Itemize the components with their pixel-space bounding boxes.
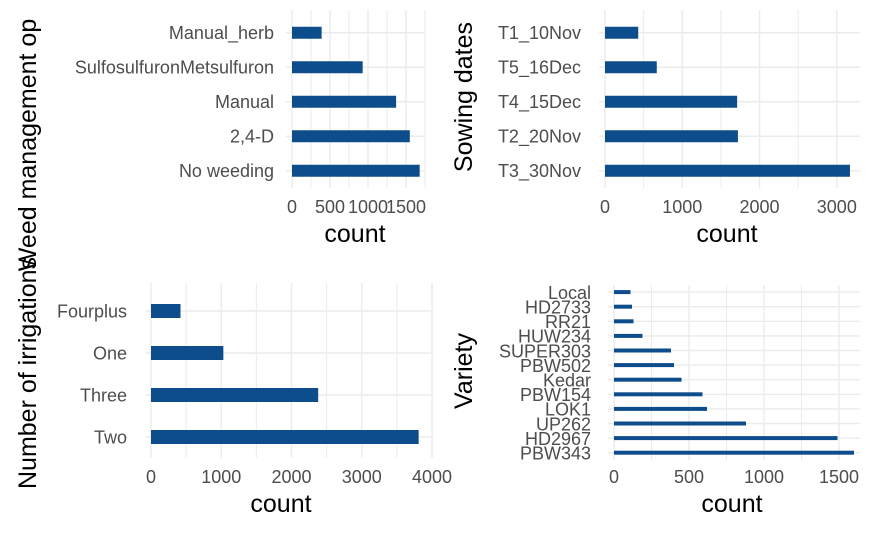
bar [614, 290, 631, 295]
bar [292, 95, 397, 108]
bar [614, 450, 854, 455]
bar [605, 61, 657, 74]
panel-2: T3_30Nov T2_20Nov T4_15Dec T5_16Dec T1_10Nov… [450, 10, 860, 248]
bar [614, 348, 671, 353]
y-tick-label: Manual [215, 92, 274, 112]
y-tick-label: RR21 [545, 312, 591, 332]
y-tick-label: SulfosulfuronMetsulfuron [75, 58, 274, 78]
x-tick-label: 500 [674, 467, 704, 487]
y-tick-label: Fourplus [57, 301, 127, 321]
x-tick-label: 0 [287, 197, 297, 217]
x-tick-labels: 0 500 1000 1500 [609, 467, 859, 487]
bar [614, 319, 634, 324]
bar [151, 304, 181, 318]
y-tick-labels: PBW343HD2967UP262LOK1PBW154KedarPBW502SU… [499, 283, 591, 464]
bar [151, 388, 319, 402]
x-tick-label: 3000 [342, 467, 382, 487]
y-tick-label: T5_16Dec [498, 58, 581, 79]
bars [292, 26, 420, 177]
x-tick-label: 1000 [348, 197, 388, 217]
x-tick-label: 3000 [817, 197, 857, 217]
x-tick-label: 2000 [271, 467, 311, 487]
bar [614, 392, 703, 397]
y-tick-label: Kedar [543, 371, 591, 391]
y-tick-label: PBW343 [520, 444, 591, 464]
x-tick-label: 1000 [201, 467, 241, 487]
y-tick-label: PBW502 [520, 356, 591, 376]
y-axis-title: Variety [450, 333, 478, 409]
y-tick-label: T2_20Nov [498, 127, 581, 148]
bar [292, 26, 322, 39]
panel-4: PBW343HD2967UP262LOK1PBW154KedarPBW502SU… [450, 283, 860, 518]
bar [614, 333, 643, 338]
y-tick-label: Two [94, 427, 127, 447]
bar [614, 377, 682, 382]
y-tick-label: Three [80, 385, 127, 405]
x-axis-title: count [696, 220, 757, 248]
bar [151, 346, 224, 360]
bar [292, 130, 410, 143]
x-tick-label: 0 [600, 197, 610, 217]
x-tick-label: 1500 [819, 467, 859, 487]
y-tick-label: Manual_herb [169, 23, 274, 44]
bar [614, 304, 632, 309]
panel-3: Two Three One Fourplus 0 1000 2000 3000 4000 coun… [14, 257, 452, 518]
y-tick-labels: T3_30Nov T2_20Nov T4_15Dec T5_16Dec T1_10Nov [498, 23, 581, 182]
x-tick-label: 1000 [744, 467, 784, 487]
y-tick-labels: No weeding 2,4-D Manual SulfosulfuronMetsul… [75, 23, 274, 181]
x-tick-labels: 0 1000 2000 3000 [600, 197, 857, 217]
y-axis-title: Number of irrigations [14, 257, 42, 489]
y-tick-label: HD2733 [525, 298, 591, 318]
x-tick-label: 1000 [662, 197, 702, 217]
bar [151, 430, 419, 444]
x-tick-labels: 0 1000 2000 3000 4000 [146, 467, 452, 487]
bar [614, 436, 838, 441]
gridlines [608, 285, 860, 460]
bar [292, 61, 363, 74]
x-axis-title: count [324, 220, 385, 248]
y-tick-label: T4_15Dec [498, 92, 581, 113]
y-axis-title: Weed management op [14, 19, 42, 271]
x-axis-title: count [701, 490, 762, 518]
bar [605, 95, 738, 108]
y-tick-label: LOK1 [545, 400, 591, 420]
y-tick-label: No weeding [179, 161, 274, 181]
y-tick-label: Local [548, 283, 591, 303]
bar [614, 406, 707, 411]
bar [614, 421, 746, 426]
y-tick-labels: Two Three One Fourplus [57, 301, 127, 447]
y-tick-label: T3_30Nov [498, 161, 581, 182]
bar [292, 164, 420, 177]
y-tick-label: SUPER303 [499, 341, 591, 361]
y-axis-title: Sowing dates [450, 22, 478, 172]
x-tick-label: 2000 [740, 197, 780, 217]
y-tick-label: PBW154 [520, 385, 591, 405]
x-tick-label: 4000 [412, 467, 452, 487]
bars [151, 304, 419, 444]
y-tick-label: UP262 [536, 414, 591, 434]
x-axis-title: count [250, 490, 311, 518]
bar [614, 363, 674, 368]
bars [614, 290, 854, 455]
x-tick-label: 1500 [386, 197, 426, 217]
y-tick-label: T1_10Nov [498, 23, 581, 44]
x-tick-label: 0 [146, 467, 156, 487]
y-tick-label: HUW234 [518, 327, 591, 347]
bar [605, 164, 850, 177]
panel-1: No weeding 2,4-D Manual SulfosulfuronMetsul… [14, 10, 426, 271]
x-tick-label: 0 [609, 467, 619, 487]
bar [605, 130, 738, 143]
y-tick-label: HD2967 [525, 429, 591, 449]
bars [605, 26, 850, 177]
bar [605, 26, 639, 39]
y-tick-label: 2,4-D [230, 127, 274, 147]
y-tick-label: One [93, 343, 127, 363]
x-tick-label: 500 [315, 197, 345, 217]
